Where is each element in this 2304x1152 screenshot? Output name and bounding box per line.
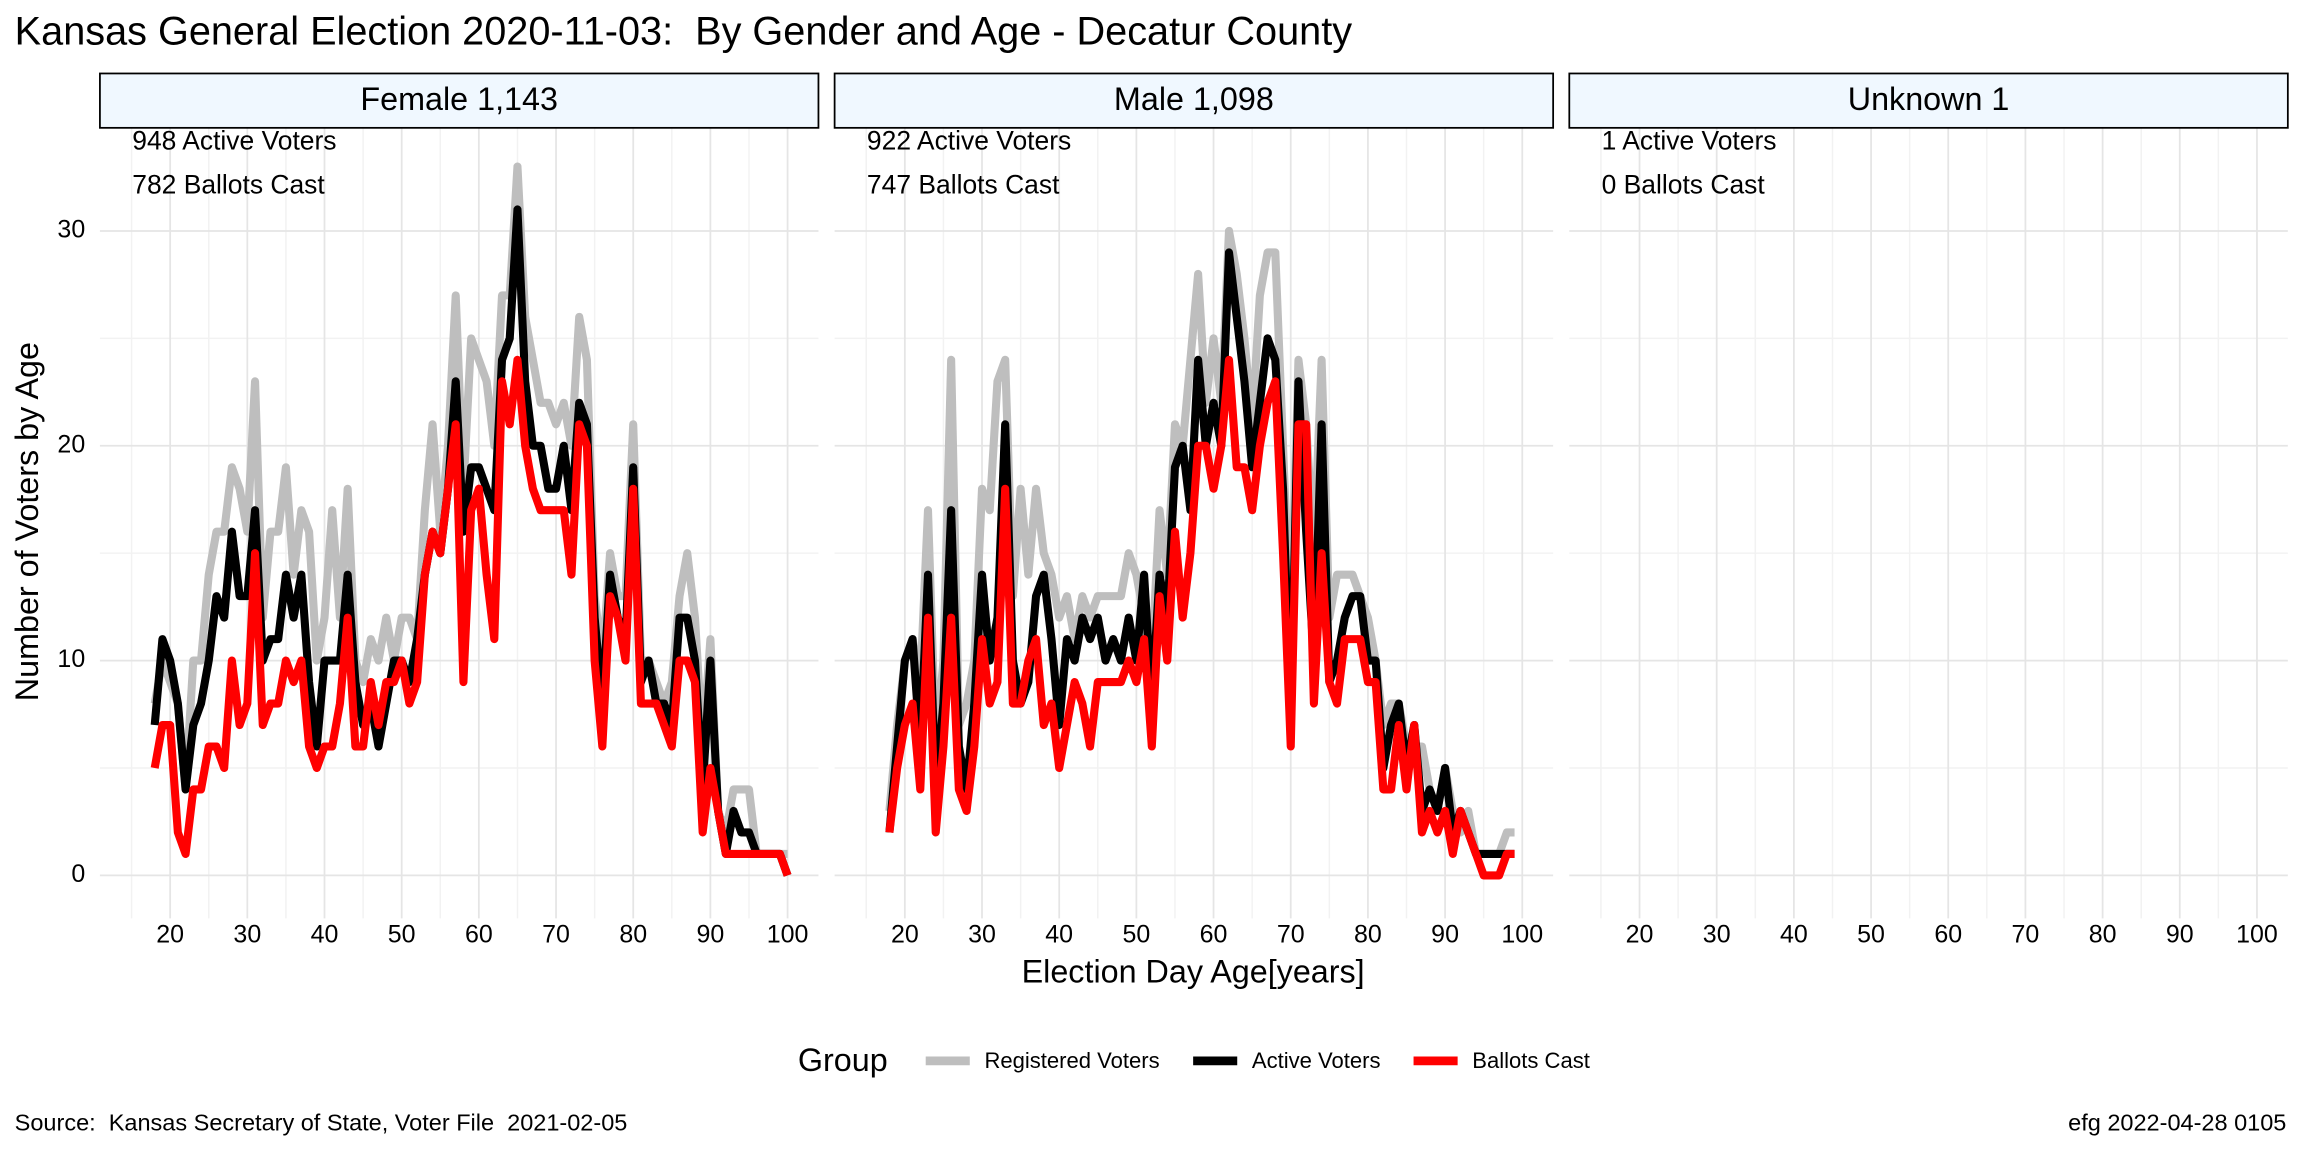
x-axis-label: Election Day Age[years] (1022, 954, 1365, 990)
annotation: 782 Ballots Cast (132, 170, 325, 200)
x-tick-label: 80 (619, 921, 647, 949)
legend-label: Ballots Cast (1472, 1048, 1590, 1073)
x-tick-label: 50 (1857, 921, 1885, 949)
facet-strip (833, 72, 1555, 129)
facet-strip (99, 72, 820, 129)
facet-title: Female 1,143 (360, 81, 558, 117)
facet-strip (1568, 72, 2289, 129)
legend-label: Active Voters (1252, 1048, 1381, 1073)
annotation: 747 Ballots Cast (867, 170, 1060, 200)
x-tick-label: 30 (968, 921, 996, 949)
x-tick-label: 60 (1934, 921, 1962, 949)
x-tick-label: 40 (1780, 921, 1808, 949)
x-tick-label: 40 (311, 921, 339, 949)
x-tick-label: 60 (1200, 921, 1228, 949)
x-tick-label: 60 (465, 921, 493, 949)
x-tick-label: 100 (1501, 921, 1543, 949)
y-tick-label: 0 (71, 860, 85, 888)
x-tick-label: 80 (1354, 921, 1382, 949)
x-tick-label: 90 (2166, 921, 2194, 949)
x-tick-label: 70 (2012, 921, 2040, 949)
x-tick-label: 40 (1045, 921, 1073, 949)
x-tick-label: 90 (697, 921, 725, 949)
x-tick-label: 20 (156, 921, 184, 949)
annotation: 0 Ballots Cast (1602, 170, 1766, 200)
x-tick-label: 70 (542, 921, 570, 949)
x-tick-label: 20 (1626, 921, 1654, 949)
y-tick-label: 30 (57, 216, 85, 244)
credit-note: efg 2022-04-28 0105 (2068, 1109, 2286, 1135)
legend-label: Registered Voters (984, 1048, 1159, 1073)
facet-title: Male 1,098 (1114, 81, 1274, 117)
annotation: 948 Active Voters (132, 126, 336, 156)
annotation: 1 Active Voters (1602, 126, 1777, 156)
facet-title: Unknown 1 (1848, 81, 2010, 117)
y-axis-label: Number of Voters by Age (9, 342, 45, 701)
legend-title: Group (798, 1042, 888, 1078)
chart-title: Kansas General Election 2020-11-03: By G… (15, 9, 1353, 53)
y-tick-label: 20 (57, 430, 85, 458)
x-tick-label: 100 (767, 921, 809, 949)
x-tick-label: 100 (2236, 921, 2278, 949)
x-tick-label: 50 (388, 921, 416, 949)
x-tick-label: 30 (1703, 921, 1731, 949)
x-tick-label: 50 (1122, 921, 1150, 949)
series-line (150, 355, 792, 877)
x-tick-label: 80 (2089, 921, 2117, 949)
x-tick-label: 70 (1277, 921, 1305, 949)
x-tick-label: 20 (891, 921, 919, 949)
series-line (885, 355, 1515, 880)
x-tick-label: 30 (233, 921, 261, 949)
annotation: 922 Active Voters (867, 126, 1071, 156)
x-tick-label: 90 (1431, 921, 1459, 949)
source-note: Source: Kansas Secretary of State, Voter… (15, 1109, 628, 1135)
y-tick-label: 10 (57, 645, 85, 673)
